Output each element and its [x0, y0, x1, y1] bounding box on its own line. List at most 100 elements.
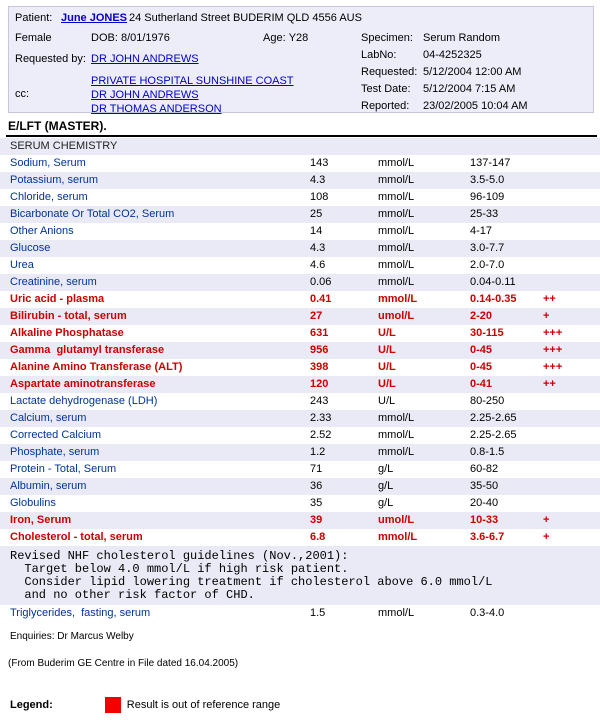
- test-value: 398: [310, 361, 329, 373]
- test-name: Bilirubin - total, serum: [10, 310, 127, 322]
- patient-header-box: Patient: June JONES 24 Sutherland Street…: [8, 6, 594, 115]
- test-unit: g/L: [378, 463, 394, 475]
- test-value: 4.3: [310, 242, 326, 254]
- test-name: Triglycerides, fasting, serum: [10, 607, 151, 619]
- cc-link-doctor-1[interactable]: DR JOHN ANDREWS: [91, 89, 199, 101]
- test-date-value: 5/12/2004 7:15 AM: [423, 83, 516, 95]
- test-value: 27: [310, 310, 323, 322]
- test-unit: U/L: [378, 395, 396, 407]
- reference-range: 4-17: [470, 225, 493, 237]
- reference-range: 2.25-2.65: [470, 412, 517, 424]
- abnormal-flag: +: [543, 514, 550, 526]
- specimen-label: Specimen:: [361, 32, 413, 44]
- abnormal-flag: [543, 478, 600, 495]
- table-row: Alkaline Phosphatase 631 U/L 30-115 +++: [0, 325, 600, 342]
- test-name: Albumin, serum: [10, 480, 87, 492]
- age-field: Age: Y28: [263, 32, 308, 44]
- title-divider: [6, 135, 597, 137]
- test-value: 108: [310, 191, 329, 203]
- requested-by-link[interactable]: DR JOHN ANDREWS: [91, 53, 199, 65]
- abnormal-flag: [543, 427, 600, 444]
- table-row: Other Anions 14 mmol/L 4-17: [0, 223, 600, 240]
- test-unit: U/L: [378, 378, 396, 390]
- reference-range: 0.04-0.11: [470, 276, 516, 288]
- abnormal-flag: [543, 605, 600, 622]
- test-unit: g/L: [378, 497, 394, 509]
- test-value: 631: [310, 327, 329, 339]
- patient-address: 24 Sutherland Street BUDERIM QLD 4556 AU…: [129, 12, 362, 24]
- section-header: SERUM CHEMISTRY: [0, 138, 600, 155]
- reference-range: 0.14-0.35: [470, 293, 517, 305]
- test-unit: umol/L: [378, 310, 415, 322]
- cc-list: PRIVATE HOSPITAL SUNSHINE COAST DR JOHN …: [91, 75, 294, 117]
- reference-range: 35-50: [470, 480, 499, 492]
- test-unit: mmol/L: [378, 429, 415, 441]
- test-name: Bicarbonate Or Total CO2, Serum: [10, 208, 175, 220]
- abnormal-flag: +: [543, 310, 550, 322]
- results-rows-after-note: Triglycerides, fasting, serum 1.5 mmol/L…: [0, 605, 600, 622]
- abnormal-flag: [543, 410, 600, 427]
- test-name: Uric acid - plasma: [10, 293, 105, 305]
- requested-date-value: 5/12/2004 12:00 AM: [423, 66, 522, 78]
- test-name: Protein - Total, Serum: [10, 463, 117, 475]
- specimen-value: Serum Random: [423, 32, 501, 44]
- dob-label: DOB:: [91, 32, 118, 44]
- test-unit: mmol/L: [378, 242, 415, 254]
- abnormal-flag: ++: [543, 293, 556, 305]
- test-unit: U/L: [378, 327, 396, 339]
- test-unit: mmol/L: [378, 157, 415, 169]
- test-name: Potassium, serum: [10, 174, 99, 186]
- test-unit: mmol/L: [378, 531, 418, 543]
- patient-sex: Female: [15, 32, 52, 44]
- table-row: Calcium, serum 2.33 mmol/L 2.25-2.65: [0, 410, 600, 427]
- table-row: Triglycerides, fasting, serum 1.5 mmol/L…: [0, 605, 600, 622]
- table-row: Glucose 4.3 mmol/L 3.0-7.7: [0, 240, 600, 257]
- table-row: Globulins 35 g/L 20-40: [0, 495, 600, 512]
- cc-link-hospital[interactable]: PRIVATE HOSPITAL SUNSHINE COAST: [91, 75, 294, 87]
- cholesterol-guidelines-note: Revised NHF cholesterol guidelines (Nov.…: [0, 546, 600, 605]
- abnormal-flag: [543, 495, 600, 512]
- reference-range: 0-45: [470, 344, 493, 356]
- test-value: 4.3: [310, 174, 326, 186]
- test-name: Lactate dehydrogenase (LDH): [10, 395, 158, 407]
- table-row: Corrected Calcium 2.52 mmol/L 2.25-2.65: [0, 427, 600, 444]
- results-table: SERUM CHEMISTRY Sodium, Serum 143 mmol/L…: [0, 138, 600, 622]
- abnormal-flag: [543, 461, 600, 478]
- test-value: 243: [310, 395, 329, 407]
- test-name: Globulins: [10, 497, 56, 509]
- reference-range: 0.3-4.0: [470, 607, 505, 619]
- test-value: 2.33: [310, 412, 332, 424]
- abnormal-flag: +++: [543, 361, 563, 373]
- age-value: Y28: [288, 32, 309, 44]
- results-rows: Sodium, Serum 143 mmol/L 137-147 Potassi…: [0, 155, 600, 546]
- abnormal-flag: [543, 274, 600, 291]
- reference-range: 80-250: [470, 395, 505, 407]
- reference-range: 3.0-7.7: [470, 242, 505, 254]
- report-title: E/LFT (MASTER).: [8, 119, 107, 133]
- source-note: (From Buderim GE Centre in File dated 16…: [8, 658, 239, 669]
- table-row: Sodium, Serum 143 mmol/L 137-147: [0, 155, 600, 172]
- table-row: Lactate dehydrogenase (LDH) 243 U/L 80-2…: [0, 393, 600, 410]
- abnormal-flag: [543, 223, 600, 240]
- patient-name-link[interactable]: June JONES: [61, 12, 128, 24]
- cc-link-doctor-2[interactable]: DR THOMAS ANDERSON: [91, 103, 222, 115]
- test-value: 0.06: [310, 276, 332, 288]
- abnormal-flag: [543, 189, 600, 206]
- table-row: Albumin, serum 36 g/L 35-50: [0, 478, 600, 495]
- dob-value: 8/01/1976: [120, 32, 170, 44]
- test-value: 120: [310, 378, 329, 390]
- age-label: Age:: [263, 32, 286, 44]
- test-name: Iron, Serum: [10, 514, 72, 526]
- test-unit: umol/L: [378, 514, 415, 526]
- reference-range: 0-45: [470, 361, 493, 373]
- test-value: 0.41: [310, 293, 332, 305]
- test-name: Aspartate aminotransferase: [10, 378, 156, 390]
- table-row: Phosphate, serum 1.2 mmol/L 0.8-1.5: [0, 444, 600, 461]
- abnormal-flag: +++: [543, 327, 563, 339]
- table-row: Cholesterol - total, serum 6.8 mmol/L 3.…: [0, 529, 600, 546]
- test-value: 36: [310, 480, 323, 492]
- table-row: Uric acid - plasma 0.41 mmol/L 0.14-0.35…: [0, 291, 600, 308]
- test-value: 1.2: [310, 446, 326, 458]
- legend-label: Legend:: [10, 699, 53, 711]
- reference-range: 60-82: [470, 463, 499, 475]
